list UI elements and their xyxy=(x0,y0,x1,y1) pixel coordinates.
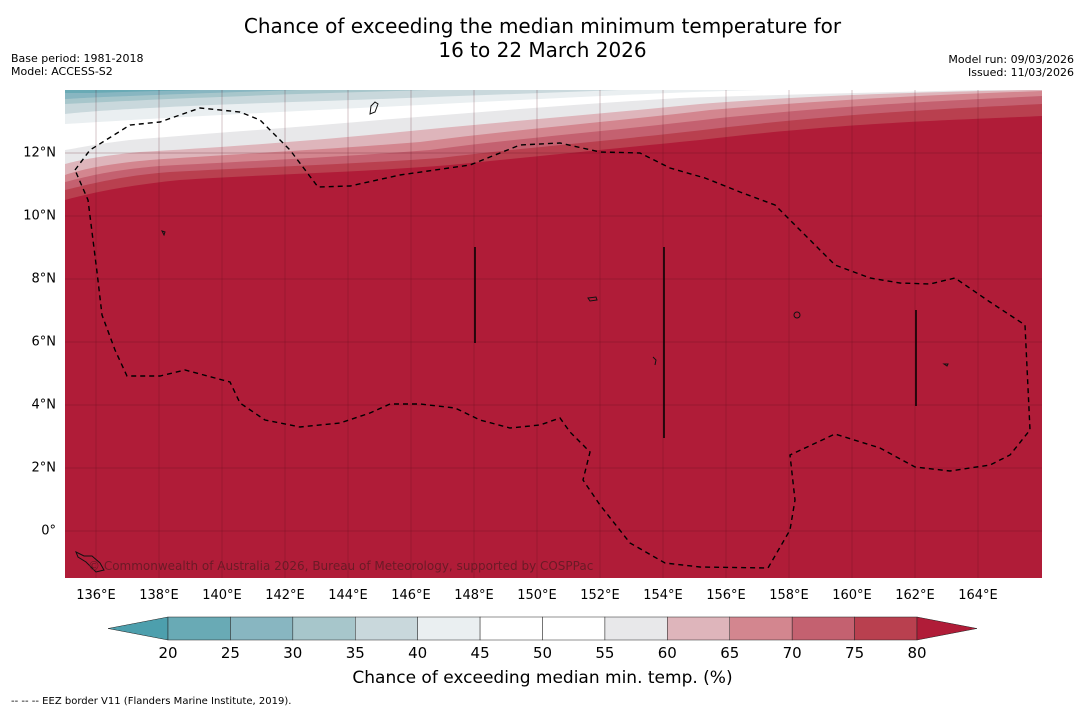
meta-left: Base period: 1981-2018 Model: ACCESS-S2 xyxy=(11,52,143,78)
lat-label: 2°N xyxy=(31,460,57,476)
colorbar-segment xyxy=(667,616,730,641)
graticule xyxy=(65,90,1042,578)
eez-border xyxy=(74,107,1031,569)
lat-label: 8°N xyxy=(31,271,57,287)
meta-right: Model run: 09/03/2026 Issued: 11/03/2026 xyxy=(948,53,1074,79)
colorbar-under-arrow xyxy=(107,616,169,641)
band-20 xyxy=(65,90,200,93)
lon-label: 140°E xyxy=(202,588,242,603)
colorbar-segment xyxy=(292,616,356,641)
copyright-text: © Commonwealth of Australia 2026, Bureau… xyxy=(88,559,593,573)
lon-label: 154°E xyxy=(643,588,683,603)
lon-label: 150°E xyxy=(517,588,557,603)
lon-label: 164°E xyxy=(958,588,998,603)
lon-label: 136°E xyxy=(76,588,116,603)
lon-label: 158°E xyxy=(769,588,809,603)
map-area: © Commonwealth of Australia 2026, Bureau… xyxy=(65,90,1042,578)
lat-label: 12°N xyxy=(23,145,56,161)
colorbar-segment xyxy=(417,616,481,641)
eez-footnote: -- -- -- EEZ border V11 (Flanders Marine… xyxy=(11,696,292,707)
colorbar-segment xyxy=(854,616,918,641)
colorbar-segment xyxy=(604,616,668,641)
colorbar-tick: 25 xyxy=(220,644,240,662)
colorbar-over-arrow xyxy=(916,616,978,641)
colorbar-tick: 40 xyxy=(408,644,428,662)
band-25 xyxy=(65,90,300,99)
colorbar-segment xyxy=(542,616,606,641)
colorbar-segment xyxy=(479,616,543,641)
colorbar-tick: 75 xyxy=(845,644,865,662)
title-line-2: 16 to 22 March 2026 xyxy=(438,38,647,62)
colorbar-segment xyxy=(791,616,855,641)
colorbar-segments xyxy=(167,616,918,641)
lat-label: 0° xyxy=(41,523,56,539)
colorbar-segment xyxy=(729,616,793,641)
lon-label: 160°E xyxy=(832,588,872,603)
colorbar-segment xyxy=(230,616,294,641)
colorbar-tick: 50 xyxy=(532,644,553,662)
lat-label: 6°N xyxy=(31,334,57,350)
colorbar-tick: 35 xyxy=(345,644,365,662)
lon-label: 148°E xyxy=(454,588,494,603)
colorbar-tick: 65 xyxy=(720,644,740,662)
model-name: Model: ACCESS-S2 xyxy=(11,65,113,78)
lon-label: 144°E xyxy=(328,588,368,603)
colorbar-segment xyxy=(167,616,231,641)
lon-label: 142°E xyxy=(265,588,305,603)
lat-label: 4°N xyxy=(31,397,57,413)
title-line-1: Chance of exceeding the median minimum t… xyxy=(243,14,842,38)
colorbar-tick: 80 xyxy=(907,644,927,662)
lon-label: 152°E xyxy=(580,588,620,603)
model-run: Model run: 09/03/2026 xyxy=(948,53,1074,66)
colorbar-tick: 30 xyxy=(283,644,303,662)
colorbar-tick: 60 xyxy=(657,644,677,662)
lon-label: 156°E xyxy=(706,588,746,603)
lon-label: 162°E xyxy=(895,588,935,603)
colorbar-tick: 70 xyxy=(782,644,802,662)
issued-date: Issued: 11/03/2026 xyxy=(967,66,1074,79)
lon-label: 138°E xyxy=(139,588,179,603)
lat-label: 10°N xyxy=(23,208,56,224)
colorbar-label: Chance of exceeding median min. temp. (%… xyxy=(352,668,733,688)
colorbar-segment xyxy=(355,616,418,641)
map-title: Chance of exceeding the median minimum t… xyxy=(0,14,1085,62)
colorbar xyxy=(107,616,978,641)
colorbar-tick: 55 xyxy=(595,644,615,662)
colorbar-tick: 20 xyxy=(158,644,178,662)
lon-label: 146°E xyxy=(391,588,431,603)
colorbar-tick: 45 xyxy=(470,644,490,662)
base-period: Base period: 1981-2018 xyxy=(11,52,144,65)
island-outlines xyxy=(75,101,949,573)
